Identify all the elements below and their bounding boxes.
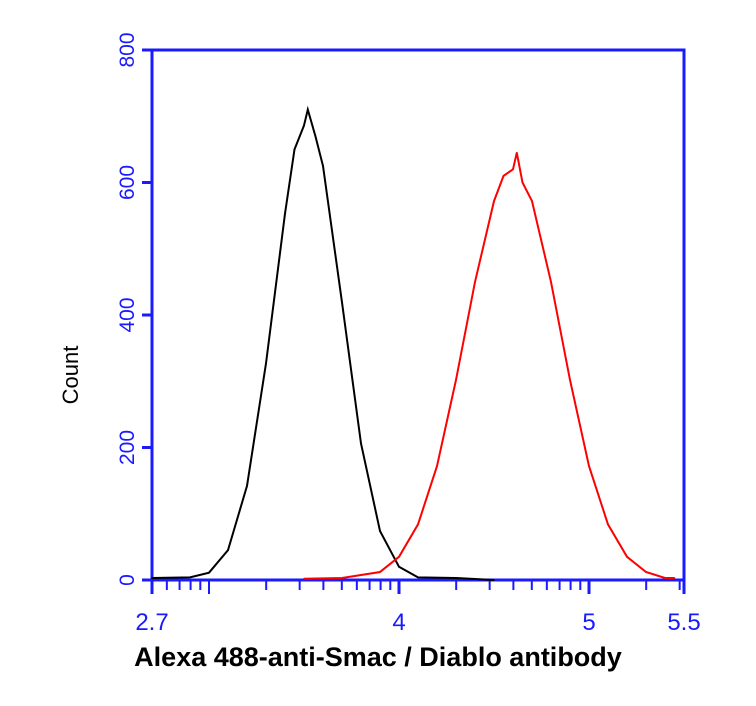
data-point (303, 577, 305, 580)
x-tick-label: 2.7 (135, 609, 168, 636)
y-tick-label: 0 (116, 574, 139, 586)
data-point (303, 124, 305, 127)
data-point (398, 556, 400, 558)
y-tick-label: 400 (116, 297, 139, 332)
axes (142, 48, 686, 594)
data-point (307, 108, 309, 111)
series-line-smac-diablo (303, 152, 675, 580)
data-point (208, 571, 210, 574)
y-tick-label: 200 (116, 430, 139, 465)
data-point (341, 577, 343, 579)
data-point (512, 168, 514, 171)
data-point (265, 362, 267, 365)
data-point (322, 165, 324, 167)
series-line-control (151, 105, 495, 581)
data-point (569, 379, 571, 381)
data-point (493, 200, 495, 202)
x-tick-label: 4 (392, 609, 405, 636)
tick-labels: 0 200 400 600 800 2.7 4 5 5.5 (116, 32, 701, 636)
data-point (341, 301, 343, 304)
data-point (151, 577, 153, 579)
data-point (673, 577, 676, 579)
data-point (521, 181, 524, 184)
data-point (398, 565, 400, 568)
data-point (493, 579, 495, 581)
data-point (436, 465, 438, 467)
data-point (626, 556, 628, 558)
data-point (284, 212, 286, 215)
data-point (664, 577, 666, 579)
x-axis-label: Alexa 488-anti-Smac / Diablo antibody (134, 642, 622, 672)
data-point (246, 485, 248, 487)
data-point (379, 530, 381, 532)
x-tick-label: 5 (582, 609, 595, 636)
data-point (293, 148, 296, 151)
plot-frame (150, 48, 686, 582)
data-point (516, 151, 518, 154)
data-point (455, 379, 457, 381)
y-tick-label: 600 (116, 165, 139, 200)
data-point (474, 281, 476, 283)
data-point (588, 465, 590, 467)
data-point (417, 576, 419, 579)
data-point (189, 576, 191, 579)
data-point (550, 281, 552, 283)
data-point (417, 523, 419, 526)
data-point (314, 135, 317, 137)
x-tick-label: 5.5 (667, 609, 700, 636)
data-point (227, 549, 229, 551)
data-point (379, 571, 381, 573)
data-point (360, 442, 362, 445)
data-point (502, 175, 505, 177)
y-tick-label: 800 (116, 32, 139, 67)
data-point (645, 571, 647, 573)
data-point (455, 577, 457, 579)
y-axis-label: Count (58, 346, 83, 405)
data-point (531, 200, 533, 202)
series-layer (151, 105, 676, 581)
data-point (607, 523, 609, 526)
